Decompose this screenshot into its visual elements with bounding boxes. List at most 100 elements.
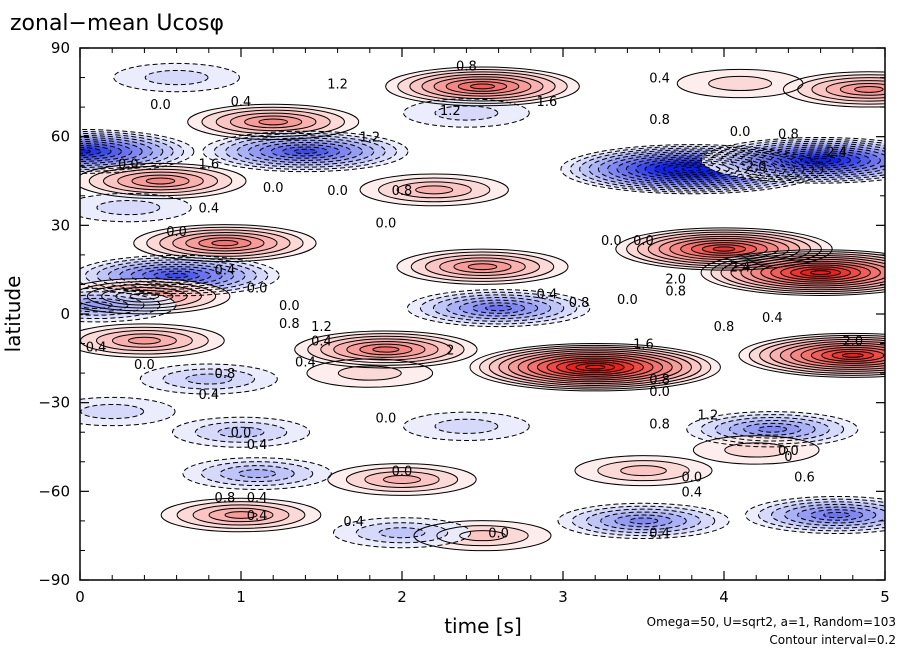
contour-label: 0.4: [649, 527, 670, 542]
contour-line: [327, 463, 477, 496]
contour-line: [758, 498, 885, 532]
contour-line: [80, 148, 91, 154]
contour-line: [653, 161, 730, 177]
contour-line: [198, 237, 252, 249]
contour-line: [224, 511, 258, 519]
contour-line: [467, 263, 498, 271]
contour-line: [459, 299, 539, 317]
contour-line: [80, 146, 102, 156]
contour-line: [208, 507, 274, 523]
contour-line: [676, 68, 804, 99]
contour-label: 0.4: [247, 509, 268, 524]
contour-line: [185, 234, 265, 252]
contour-line: [187, 103, 360, 141]
contour-line: [293, 148, 318, 155]
contour-line: [182, 457, 332, 490]
contour-label: 0.4: [247, 491, 268, 506]
contour-line: [160, 497, 322, 533]
contour-line: [80, 144, 112, 158]
contour-line: [130, 266, 223, 286]
field-level: [434, 105, 498, 121]
contour-label: 1.2: [311, 320, 332, 335]
contour-line: [571, 505, 716, 537]
contour-line: [779, 340, 885, 370]
contour-line: [681, 166, 702, 172]
contour-label: 0.0: [166, 225, 187, 240]
contour-label: 2.0: [665, 273, 686, 288]
contour-label: 0.8: [649, 113, 670, 128]
contour-label: 0.0: [488, 527, 509, 542]
contour-line: [372, 346, 400, 353]
contour-line: [839, 83, 885, 96]
contour-line: [80, 323, 225, 358]
field-level: [620, 465, 667, 476]
field-level: [338, 366, 402, 381]
contour-line: [720, 253, 885, 293]
x-axis-label: time [s]: [444, 614, 522, 638]
contour-line: [701, 244, 747, 254]
feature-contours-22: [139, 363, 278, 395]
field-level: [372, 346, 399, 353]
contour-interval-note: Contour interval=0.2: [769, 633, 896, 647]
contour-label: 1.2: [327, 77, 348, 92]
contour-line: [769, 338, 885, 372]
field-level: [258, 118, 288, 125]
contour-line: [159, 229, 291, 257]
contour-line: [433, 76, 532, 97]
field-level: [810, 270, 831, 275]
contour-label: 0.8: [456, 60, 477, 75]
contour-line: [96, 259, 257, 292]
contour-line: [600, 511, 687, 531]
field-level: [459, 530, 506, 541]
contour-line: [574, 455, 713, 487]
feature-9: [80, 193, 192, 222]
contour-line: [80, 162, 247, 200]
feature-contours-29: [574, 455, 713, 487]
field-level: [146, 178, 175, 184]
contour-line: [575, 363, 615, 372]
feature-30: [182, 457, 332, 490]
contour-line: [397, 68, 568, 104]
contour-line: [378, 177, 491, 203]
contour-line: [810, 270, 832, 276]
contour-line: [729, 419, 816, 439]
contour-line: [413, 520, 552, 552]
contour-label: 0.0: [730, 125, 751, 140]
contour-label: 0.4: [649, 72, 670, 87]
feature-contours-12: [700, 249, 885, 296]
contour-label: 2.0: [746, 160, 767, 175]
feature-contours-37: [113, 62, 240, 93]
contour-label: 0.0: [279, 299, 300, 314]
x-tick-label: 4: [719, 588, 729, 606]
contour-line: [536, 355, 654, 379]
feature-contours-8: [359, 173, 509, 207]
feature-32: [557, 503, 730, 539]
field-level: [468, 263, 497, 270]
contour-line: [485, 304, 513, 312]
contour-label: 0.0: [134, 358, 155, 373]
contour-line: [406, 289, 591, 328]
feature-contours-39: [676, 68, 804, 99]
contour-line: [236, 137, 375, 166]
contour-label: 1.2: [359, 131, 380, 146]
contour-line: [270, 144, 341, 159]
contour-label: 0.0: [376, 216, 397, 231]
field-level: [185, 374, 232, 385]
field-level: [708, 76, 772, 91]
contour-line: [823, 511, 851, 519]
field-level: [854, 86, 884, 93]
contour-line: [382, 475, 422, 484]
contour-line: [162, 368, 255, 390]
contour-line: [131, 174, 190, 188]
contour-line: [700, 136, 885, 184]
field-level: [585, 365, 605, 370]
contour-line: [432, 294, 565, 322]
contour-line: [153, 270, 200, 281]
contour-line: [686, 411, 859, 448]
contour-line: [345, 467, 459, 492]
feature-contours-0: [385, 66, 580, 107]
contour-label: 2.4: [826, 145, 847, 160]
contour-line: [127, 336, 161, 345]
contour-line: [790, 154, 851, 167]
field-level: [470, 84, 495, 89]
